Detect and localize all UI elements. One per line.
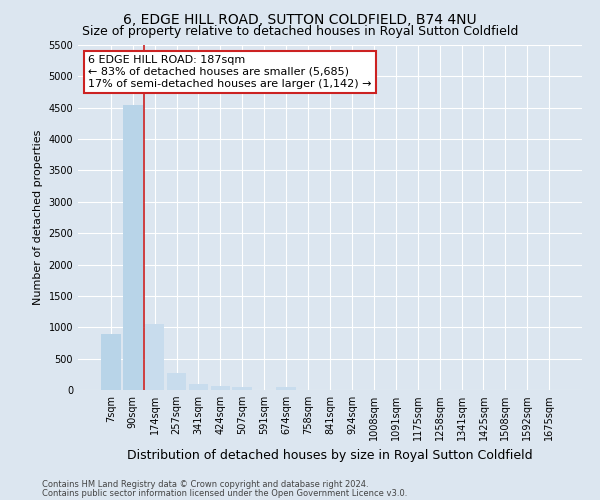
Text: 6 EDGE HILL ROAD: 187sqm
← 83% of detached houses are smaller (5,685)
17% of sem: 6 EDGE HILL ROAD: 187sqm ← 83% of detach… (88, 56, 371, 88)
Y-axis label: Number of detached properties: Number of detached properties (33, 130, 43, 305)
Text: Contains HM Land Registry data © Crown copyright and database right 2024.: Contains HM Land Registry data © Crown c… (42, 480, 368, 489)
Text: Contains public sector information licensed under the Open Government Licence v3: Contains public sector information licen… (42, 488, 407, 498)
Bar (232, 388, 252, 390)
Bar (188, 384, 208, 390)
Bar (123, 105, 143, 390)
Bar (145, 324, 164, 390)
Text: Size of property relative to detached houses in Royal Sutton Coldfield: Size of property relative to detached ho… (82, 25, 518, 38)
Bar (276, 386, 296, 390)
X-axis label: Distribution of detached houses by size in Royal Sutton Coldfield: Distribution of detached houses by size … (127, 448, 533, 462)
Bar (211, 386, 230, 390)
Bar (167, 373, 187, 390)
Text: 6, EDGE HILL ROAD, SUTTON COLDFIELD, B74 4NU: 6, EDGE HILL ROAD, SUTTON COLDFIELD, B74… (123, 12, 477, 26)
Bar (101, 334, 121, 390)
